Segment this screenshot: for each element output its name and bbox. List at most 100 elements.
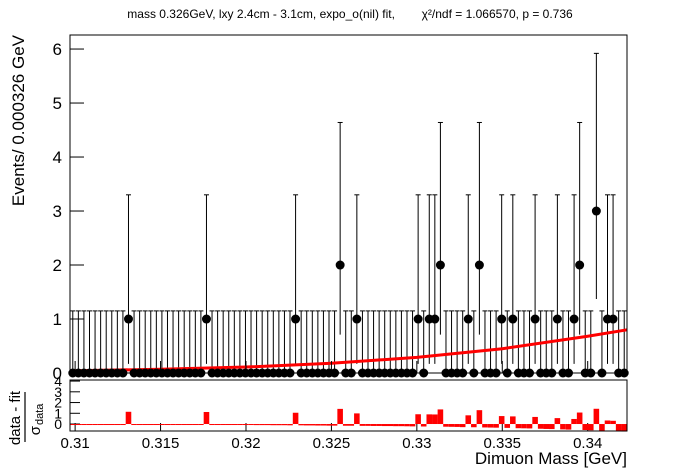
x-axis-title: Dimuon Mass [GeV] [475,449,627,468]
pull-bar [75,424,82,426]
pull-bar [320,424,327,426]
pull-bar [381,424,388,427]
pull-y-tick-label: 0 [54,416,62,432]
pull-bar [571,418,577,425]
pull-bar [593,408,600,425]
data-point [201,314,211,324]
pull-bar [582,424,589,431]
pull-bar [576,412,583,425]
data-point [123,314,133,324]
pull-bar [415,414,421,425]
pull-bar [225,424,232,426]
pull-bar [526,424,533,429]
pull-bar [448,424,455,427]
data-point [291,314,301,324]
pull-bar [437,409,444,425]
pull-bar [276,424,282,426]
pull-bar [493,424,499,428]
pull-y-tick-label: 1 [54,405,62,421]
data-point [575,260,585,270]
pull-y-title-symbol: σ [27,425,44,435]
pull-bar [159,424,165,426]
pull-bar [588,424,594,431]
y-tick-label: 4 [53,148,62,167]
pull-y-tick-label: 2 [54,395,62,411]
pull-bar [270,424,277,426]
data-point [352,314,362,324]
pull-bar [70,424,76,426]
pull-bar [370,424,377,426]
pull-bar [537,424,544,429]
pull-bar [560,424,566,430]
pull-bar [131,424,137,426]
pull-bar [281,424,288,426]
pull-bar [387,424,394,427]
data-point [608,314,618,324]
pull-bar [220,424,226,426]
pull-bar [465,415,472,425]
pull-bar [237,424,243,426]
pull-y-title-subscript: data [34,403,46,425]
pull-bar [432,414,438,425]
pull-bar [498,416,505,425]
pull-bar [359,424,366,426]
main-frame [69,34,628,374]
pull-bar [565,424,572,430]
data-point [569,314,579,324]
pull-y-tick-label: 4 [54,373,62,389]
pull-y-title-numerator: data - fit [7,390,24,445]
data-point [552,314,562,324]
x-tick-label: 0.31 [61,435,90,452]
pull-bar [92,424,98,426]
pull-bar [153,424,160,426]
pull-bar [599,424,605,431]
y-tick-label: 0 [53,364,62,383]
pull-bar [342,424,349,426]
y-tick-label: 3 [53,202,62,221]
pull-bar [337,408,343,425]
pull-bar [476,410,483,425]
pull-bar [136,424,143,426]
pull-bar [292,412,299,425]
pull-bar [549,424,555,430]
chart-title: mass 0.326GeV, lxy 2.4cm - 3.1cm, expo_o… [127,7,573,21]
pull-bar [326,424,332,426]
pull-bar [108,424,115,426]
data-point [413,314,423,324]
pull-bar [443,424,449,427]
pull-bar [248,424,254,426]
pull-bar [147,424,154,426]
data-point [335,260,345,270]
pull-bar [303,424,310,426]
data-point [497,314,507,324]
pull-frame [69,379,628,432]
pull-bar [186,424,193,426]
y-tick-label: 2 [53,256,62,275]
pull-bar [253,424,260,426]
pull-bar [309,424,316,426]
pull-y-tick-label: 3 [54,384,62,400]
pull-bar [175,424,182,426]
pull-bar [376,424,382,426]
x-tick-label: 0.335 [483,435,521,452]
pull-bar [420,424,427,427]
x-tick-label: 0.32 [231,435,260,452]
data-point [463,314,473,324]
pull-bar [521,424,527,429]
pull-bar [114,424,121,426]
pull-bar [315,424,321,426]
pull-bar [515,424,522,429]
pull-bar [181,424,187,426]
y-tick-label: 5 [53,94,62,113]
pull-bar [454,424,460,427]
pull-bar [209,424,215,426]
y-axis-title: Events/ 0.000326 GeV [9,34,28,206]
data-point [435,260,445,270]
pull-bar [231,424,238,426]
x-tick-label: 0.325 [313,435,351,452]
pull-bar [142,424,148,426]
pull-bar [404,424,410,427]
pull-bar [125,411,132,425]
x-tick-label: 0.315 [142,435,180,452]
